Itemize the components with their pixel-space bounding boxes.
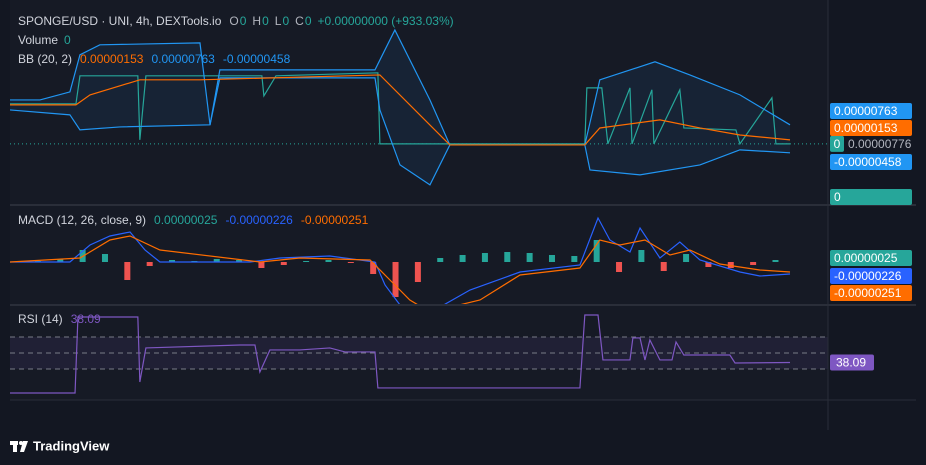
legend-indicator-value: 0.00000763 bbox=[151, 52, 215, 66]
value-tag bbox=[830, 250, 912, 266]
series-line bbox=[10, 28, 791, 146]
histogram-bar bbox=[727, 262, 734, 268]
value-tag-text: -0.00000251 bbox=[834, 286, 902, 300]
price-tag-text: 0 bbox=[834, 137, 841, 151]
histogram-bar bbox=[683, 254, 690, 262]
histogram-bar bbox=[101, 254, 108, 262]
legend-indicator-value: 38.09 bbox=[71, 312, 101, 326]
histogram-bar bbox=[616, 262, 623, 272]
histogram-bar bbox=[481, 253, 488, 262]
legend-indicator-value: -0.00000226 bbox=[225, 213, 293, 227]
series-line bbox=[10, 77, 791, 186]
plot-background bbox=[10, 0, 828, 400]
value-tag-text: 38.09 bbox=[836, 356, 866, 370]
legend-change: +0.00000000 (+933.03%) bbox=[318, 14, 454, 28]
value-tag-text: 0.00000763 bbox=[834, 104, 898, 118]
logo-shape bbox=[19, 441, 23, 445]
legend-indicator: MACD (12, 26, close, 9) bbox=[18, 213, 146, 227]
marks bbox=[10, 28, 828, 394]
histogram-bar bbox=[459, 255, 466, 262]
price-line-label: 0.00000776 bbox=[848, 137, 912, 151]
legend-indicator-value: -0.00000458 bbox=[223, 52, 291, 66]
logo-shape bbox=[13, 441, 17, 452]
histogram-bar bbox=[325, 260, 332, 262]
histogram-bar bbox=[347, 262, 354, 263]
histogram-bar bbox=[392, 262, 399, 297]
histogram-bar bbox=[504, 252, 511, 262]
labels: 0.00000776 0 SPONGE/USD · UNI, 4h, DEXTool… bbox=[18, 14, 912, 371]
histogram-bar bbox=[638, 250, 645, 262]
series-line bbox=[10, 314, 791, 394]
value-tag bbox=[830, 103, 912, 119]
histogram-bar bbox=[258, 262, 265, 268]
histogram-bar bbox=[146, 262, 153, 266]
histogram-bar bbox=[705, 262, 712, 267]
legend-ohlc-label: C bbox=[295, 14, 304, 28]
legend-indicator: RSI (14) bbox=[18, 312, 63, 326]
value-tag bbox=[830, 285, 912, 301]
histogram-bar bbox=[571, 256, 578, 262]
legend-ohlc-value: 0 bbox=[282, 14, 289, 28]
legend-ohlc-label: L bbox=[275, 14, 282, 28]
histogram-bar bbox=[437, 258, 444, 262]
histogram-bar bbox=[124, 262, 131, 280]
legend-indicator-value: -0.00000251 bbox=[301, 213, 369, 227]
value-tag-text: -0.00000458 bbox=[834, 155, 902, 169]
logo-shape bbox=[20, 441, 28, 452]
histogram-bar bbox=[772, 260, 779, 262]
volume-tag bbox=[830, 189, 912, 205]
legend-volume-label: Volume bbox=[18, 33, 58, 47]
value-tag-text: -0.00000226 bbox=[834, 269, 902, 283]
series-line bbox=[10, 235, 791, 305]
legend-ohlc-value: 0 bbox=[305, 14, 312, 28]
legend-ohlc-label: O bbox=[229, 14, 238, 28]
series-line bbox=[10, 216, 791, 305]
value-tag-text: 0.00000025 bbox=[834, 251, 898, 265]
histogram-bar bbox=[236, 260, 243, 262]
legend-ohlc-label: H bbox=[252, 14, 261, 28]
histogram-bar bbox=[57, 259, 64, 262]
legend-volume-value: 0 bbox=[64, 33, 71, 47]
histogram-bar bbox=[370, 262, 377, 274]
legend-ohlc-value: 0 bbox=[240, 14, 247, 28]
pane bbox=[10, 314, 828, 394]
logo: TradingView bbox=[10, 438, 110, 453]
series-line bbox=[10, 72, 791, 146]
histogram-bar bbox=[169, 260, 176, 262]
value-tag bbox=[830, 154, 912, 170]
histogram-bar bbox=[593, 240, 600, 262]
histogram-bar bbox=[303, 261, 310, 262]
value-tag bbox=[830, 120, 912, 136]
volume-tag-text: 0 bbox=[834, 190, 841, 204]
price-tag bbox=[830, 135, 844, 152]
legend-symbol: SPONGE/USD · UNI, 4h, DEXTools.io bbox=[18, 14, 222, 28]
histogram-bar bbox=[526, 253, 533, 262]
brand: TradingView bbox=[33, 438, 110, 453]
histogram-bar bbox=[280, 262, 287, 265]
legend-indicator-value: 0.00000025 bbox=[154, 213, 218, 227]
histogram-bar bbox=[660, 262, 667, 271]
value-tag bbox=[830, 268, 912, 284]
histogram-bar bbox=[750, 262, 757, 265]
band-fill bbox=[10, 29, 791, 185]
histogram-bar bbox=[213, 259, 220, 262]
series-line bbox=[10, 74, 791, 146]
legend-indicator-value: 0.00000153 bbox=[80, 52, 144, 66]
pane bbox=[10, 28, 791, 186]
value-tag bbox=[830, 354, 874, 371]
value-tag-text: 0.00000153 bbox=[834, 121, 898, 135]
pane bbox=[10, 216, 791, 305]
legend-indicator: BB (20, 2) bbox=[18, 52, 72, 66]
histogram-bar bbox=[414, 262, 421, 282]
frame bbox=[10, 0, 916, 430]
histogram-bar bbox=[548, 255, 555, 262]
legend-ohlc-value: 0 bbox=[262, 14, 269, 28]
